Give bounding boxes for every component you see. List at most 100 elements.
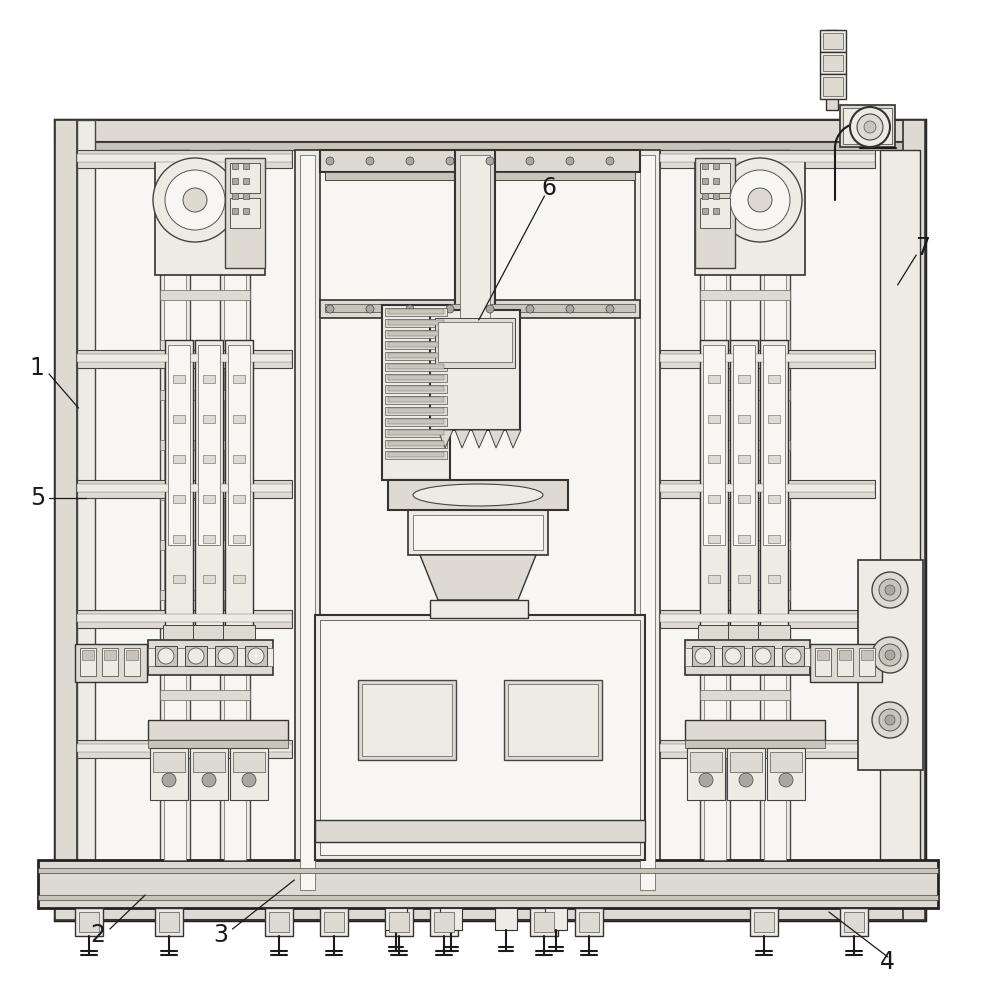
Bar — [388, 408, 444, 413]
Bar — [358, 680, 456, 760]
Bar — [698, 625, 730, 643]
Bar — [430, 908, 458, 936]
Bar — [232, 208, 238, 214]
Bar — [660, 614, 875, 622]
Bar — [385, 908, 407, 930]
Bar — [700, 150, 730, 865]
Circle shape — [162, 773, 176, 787]
Bar — [385, 385, 447, 393]
Bar — [534, 912, 554, 932]
Circle shape — [739, 773, 753, 787]
Bar — [810, 644, 882, 682]
Circle shape — [872, 637, 908, 673]
Bar — [38, 895, 938, 900]
Bar — [160, 150, 190, 865]
Bar — [660, 154, 875, 162]
Circle shape — [183, 188, 207, 212]
Bar — [320, 150, 640, 172]
Bar — [173, 375, 185, 383]
Circle shape — [366, 157, 374, 165]
Bar — [758, 625, 790, 643]
Circle shape — [718, 158, 802, 242]
Bar — [692, 646, 714, 666]
Bar — [77, 354, 292, 362]
Circle shape — [526, 157, 534, 165]
Bar — [385, 396, 447, 404]
Bar — [768, 535, 780, 543]
Circle shape — [248, 648, 264, 664]
Bar — [738, 375, 750, 383]
Bar — [700, 340, 790, 350]
Text: 6: 6 — [542, 176, 557, 200]
Circle shape — [153, 158, 237, 242]
Bar — [385, 418, 447, 426]
Bar — [230, 198, 260, 228]
Bar — [702, 208, 708, 214]
Bar — [315, 820, 645, 842]
Bar — [690, 752, 722, 772]
Bar — [155, 908, 183, 936]
Circle shape — [879, 709, 901, 731]
Bar — [687, 748, 725, 800]
Bar — [102, 648, 118, 676]
Bar — [660, 484, 875, 492]
Bar — [388, 480, 568, 510]
Bar — [738, 415, 750, 423]
Bar — [385, 308, 447, 316]
Bar — [77, 150, 292, 168]
Circle shape — [326, 305, 334, 313]
Bar — [768, 375, 780, 383]
Bar — [530, 908, 558, 936]
Text: 4: 4 — [880, 950, 896, 974]
Bar — [320, 908, 348, 936]
Circle shape — [885, 715, 895, 725]
Bar — [815, 648, 831, 676]
Bar — [413, 515, 543, 550]
Bar — [124, 648, 140, 676]
Bar — [820, 30, 846, 52]
Bar — [160, 590, 250, 600]
Bar — [388, 397, 444, 402]
Bar — [408, 510, 548, 555]
Bar — [903, 120, 925, 920]
Circle shape — [218, 648, 234, 664]
Bar — [223, 625, 255, 643]
Bar — [660, 480, 875, 498]
Bar — [768, 495, 780, 503]
Bar — [545, 908, 567, 930]
Bar — [77, 484, 292, 492]
Circle shape — [730, 170, 790, 230]
Bar — [460, 155, 490, 330]
Bar — [760, 150, 790, 865]
Circle shape — [202, 773, 216, 787]
Bar — [695, 158, 735, 268]
Bar — [579, 912, 599, 932]
Circle shape — [779, 773, 793, 787]
Bar — [840, 105, 895, 147]
Bar — [159, 912, 179, 932]
Bar — [727, 748, 765, 800]
Bar — [77, 614, 292, 622]
Ellipse shape — [413, 484, 543, 506]
Bar — [768, 415, 780, 423]
Circle shape — [872, 702, 908, 738]
Bar — [203, 575, 215, 583]
Bar — [385, 352, 447, 360]
Circle shape — [188, 648, 204, 664]
Bar — [768, 575, 780, 583]
Polygon shape — [489, 430, 504, 448]
Bar — [385, 330, 447, 338]
Bar — [388, 375, 444, 380]
Bar — [700, 740, 790, 750]
Bar — [660, 354, 875, 362]
Bar — [823, 55, 843, 71]
Circle shape — [725, 648, 741, 664]
Circle shape — [446, 305, 454, 313]
Circle shape — [695, 648, 711, 664]
Bar — [730, 340, 758, 630]
Bar — [700, 198, 730, 228]
Bar — [700, 340, 728, 630]
Bar — [388, 419, 444, 424]
Bar — [203, 375, 215, 383]
Bar — [165, 340, 193, 630]
